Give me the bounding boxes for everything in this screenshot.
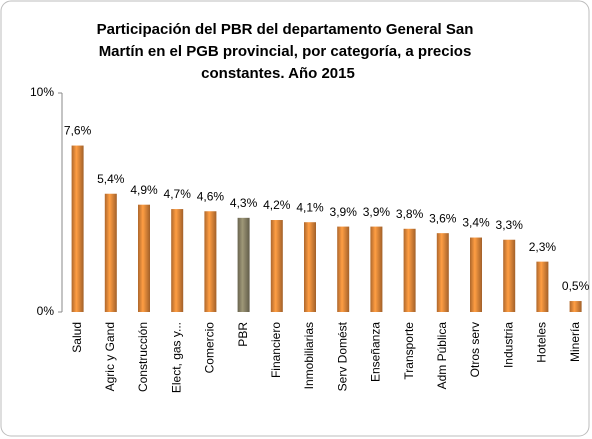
x-tick-label: Construcción (136, 322, 150, 392)
y-tick-label: 0% (37, 304, 55, 318)
bar (569, 301, 582, 312)
value-label: 4,6% (197, 189, 225, 203)
value-label: 3,9% (363, 205, 391, 219)
bar (204, 211, 217, 312)
value-label: 7,6% (64, 124, 92, 138)
value-label: 3,9% (330, 205, 358, 219)
bar (503, 239, 516, 312)
x-tick-label: Enseñanza (369, 322, 383, 382)
value-label: 2,3% (529, 240, 557, 254)
x-tick-label: Inmobiliarias (302, 322, 316, 389)
bar (304, 222, 316, 312)
y-tick-label: 10% (30, 85, 54, 99)
chart-title: constantes. Año 2015 (201, 65, 355, 82)
x-tick-label: Elect, gas y... (169, 322, 183, 393)
x-tick-label: Agric y Gand (103, 322, 117, 391)
bar (138, 204, 150, 312)
bar (71, 145, 84, 312)
bar (370, 226, 383, 312)
value-label: 3,4% (462, 216, 490, 230)
value-label: 0,5% (562, 279, 590, 293)
bar (104, 193, 117, 312)
x-tick-label: Minería (568, 322, 582, 362)
value-label: 4,7% (164, 187, 192, 201)
value-label: 5,4% (97, 172, 125, 186)
bar (436, 233, 449, 312)
x-tick-label: Comercio (203, 322, 217, 374)
value-label: 4,1% (296, 200, 324, 214)
x-tick-label: Industria (501, 322, 515, 368)
x-tick-label: Adm Pública (435, 322, 449, 390)
x-tick-label: PBR (236, 322, 250, 347)
bar (403, 228, 416, 312)
bar (536, 261, 549, 312)
value-label: 3,6% (429, 211, 457, 225)
value-label: 3,8% (396, 207, 424, 221)
x-tick-label: Hoteles (535, 322, 549, 363)
value-label: 4,2% (263, 198, 291, 212)
chart-title: Martín en el PGB provincial, por categor… (99, 43, 472, 60)
x-tick-label: Serv Domést (335, 321, 349, 391)
bar (337, 226, 350, 312)
chart-title: Participación del PBR del departamento G… (97, 21, 474, 38)
value-label: 4,3% (230, 196, 258, 210)
bar (470, 237, 482, 312)
x-tick-label: Transporte (402, 322, 416, 380)
x-tick-label: Financiero (269, 322, 283, 378)
value-label: 4,9% (130, 183, 158, 197)
x-tick-label: Salud (70, 322, 84, 353)
bar (171, 209, 184, 312)
bar (270, 220, 283, 312)
value-label: 3,3% (496, 218, 524, 232)
x-tick-label: Otros serv (468, 322, 482, 377)
bar (237, 217, 250, 312)
